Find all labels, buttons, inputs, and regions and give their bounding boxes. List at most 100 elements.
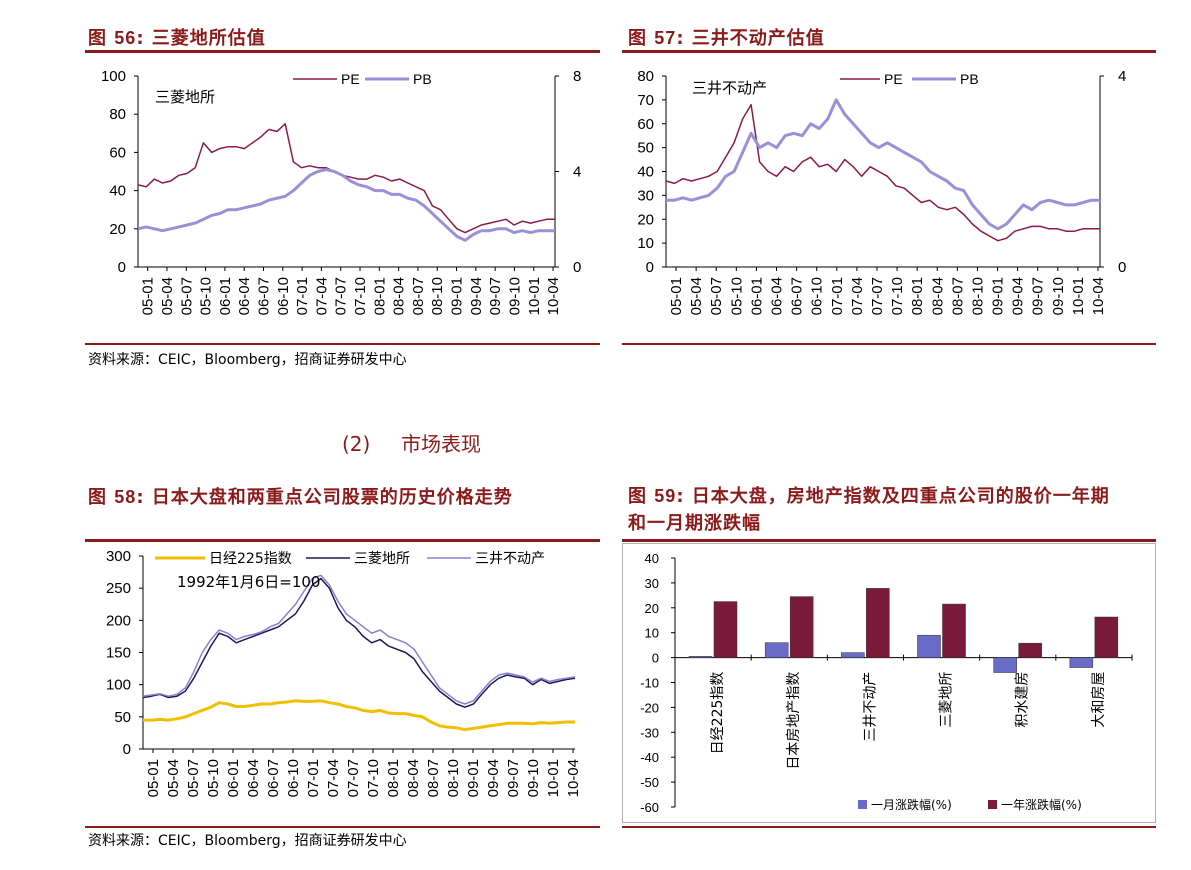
bar-year bbox=[1094, 616, 1119, 658]
figure-number: 59 bbox=[654, 486, 677, 506]
x-tick-label: 07-07 bbox=[333, 277, 350, 315]
y-tick-label: 80 bbox=[637, 68, 654, 85]
y-tick-label: 0 bbox=[118, 259, 126, 276]
x-tick-label: 06-01 bbox=[217, 277, 234, 315]
figure-number: 58 bbox=[114, 487, 137, 507]
y-tick-label: -40 bbox=[640, 750, 659, 765]
x-tick-label: 09-01 bbox=[449, 277, 466, 315]
x-tick-label: 08-10 bbox=[445, 759, 462, 797]
x-tick-label: 06-10 bbox=[275, 277, 292, 315]
bar-month bbox=[841, 652, 865, 658]
x-tick-label: 07-10 bbox=[365, 759, 382, 797]
series-line-2 bbox=[142, 577, 576, 708]
figure-56-top-rule bbox=[85, 50, 600, 53]
figure-colon: : bbox=[676, 28, 685, 49]
chart-annotation: 三菱地所 bbox=[155, 88, 215, 106]
figure-colon: : bbox=[136, 487, 145, 508]
figure-57-top-rule bbox=[622, 50, 1156, 53]
y-tick-label: -50 bbox=[640, 775, 659, 790]
x-tick-label: 05-07 bbox=[708, 277, 725, 315]
x-tick-label: 10-04 bbox=[565, 759, 582, 797]
source-note-top: 资料来源：CEIC，Bloomberg，招商证券研发中心 bbox=[88, 352, 407, 368]
x-tick-label: 09-04 bbox=[468, 277, 485, 315]
x-tick-label: 07-04 bbox=[849, 277, 866, 315]
y-tick-label: -20 bbox=[640, 700, 659, 715]
x-tick-label: 06-10 bbox=[285, 759, 302, 797]
category-label: 积水建房 bbox=[1015, 672, 1031, 728]
x-tick-label: 07-10 bbox=[889, 277, 906, 315]
legend-label: PB bbox=[413, 71, 432, 87]
legend-label: 一月涨跌幅(%) bbox=[871, 797, 952, 812]
y-tick-label: -30 bbox=[640, 725, 659, 740]
x-tick-label: 10-01 bbox=[526, 277, 543, 315]
x-tick-label: 05-01 bbox=[140, 277, 157, 315]
figure-59-top-rule bbox=[622, 539, 1156, 542]
series-line-1 bbox=[137, 123, 555, 234]
y-tick-label: -60 bbox=[640, 800, 659, 815]
series-line-1 bbox=[143, 699, 575, 732]
figure-57-bottom-rule bbox=[622, 343, 1156, 345]
y-tick-label: 10 bbox=[645, 626, 659, 641]
x-tick-label: 07-07 bbox=[869, 277, 886, 315]
x-tick-label: 09-10 bbox=[1050, 277, 1067, 315]
legend-label: PB bbox=[960, 71, 979, 87]
x-tick-label: 08-07 bbox=[949, 277, 966, 315]
x-tick-label: 08-04 bbox=[405, 759, 422, 797]
bar-month bbox=[688, 656, 713, 658]
figure-59-title: 图 59: 日本大盘，房地产指数及四重点公司的股价一年期 和一月期涨跌幅 bbox=[628, 483, 1110, 537]
x-tick-label: 05-10 bbox=[198, 277, 215, 315]
x-tick-label: 10-01 bbox=[545, 759, 562, 797]
y-tick-label: 10 bbox=[637, 235, 654, 252]
x-tick-label: 08-07 bbox=[425, 759, 442, 797]
legend-label: 日经225指数 bbox=[209, 551, 292, 567]
y-tick-label-right: 4 bbox=[1118, 68, 1126, 85]
source-note-bottom: 资料来源：CEIC，Bloomberg，招商证券研发中心 bbox=[88, 833, 407, 849]
x-tick-label: 08-01 bbox=[371, 277, 388, 315]
x-tick-label: 05-01 bbox=[145, 759, 162, 797]
bar-year bbox=[1018, 642, 1042, 658]
x-tick-label: 09-10 bbox=[525, 759, 542, 797]
y-tick-label: 60 bbox=[109, 144, 126, 161]
figure-label: 图 bbox=[628, 28, 647, 49]
chart-mitsubishi-estate-valuation: 0 20 40 60 80 100 0 4 8 05-01 05-04 05-07 05-10 06-01… bbox=[101, 68, 581, 315]
y-tick-label: 40 bbox=[645, 551, 659, 566]
x-tick-label: 08-10 bbox=[429, 277, 446, 315]
legend-swatch bbox=[858, 800, 867, 809]
y-tick-label: 150 bbox=[106, 645, 131, 662]
y-tick-label: 0 bbox=[646, 259, 654, 276]
x-tick-label: 05-04 bbox=[688, 277, 705, 315]
x-tick-label: 06-01 bbox=[748, 277, 765, 315]
figure-number: 56 bbox=[114, 28, 137, 48]
series-line-3 bbox=[142, 574, 576, 705]
legend-label: PE bbox=[341, 71, 360, 87]
x-tick-label: 08-01 bbox=[385, 759, 402, 797]
legend-label: 一年涨跌幅(%) bbox=[1001, 797, 1082, 812]
bar-month bbox=[1069, 657, 1094, 668]
y-tick-label-right: 8 bbox=[573, 68, 581, 85]
x-tick-label: 07-04 bbox=[325, 759, 342, 797]
y-tick-label: 100 bbox=[106, 677, 131, 694]
x-tick-label: 09-10 bbox=[506, 277, 523, 315]
series-line-1 bbox=[665, 103, 1100, 242]
y-tick-label: 200 bbox=[106, 612, 131, 629]
y-tick-label-right: 0 bbox=[1118, 259, 1126, 276]
chart-annotation: 1992年1月6日=100 bbox=[177, 573, 320, 591]
x-tick-label: 08-10 bbox=[969, 277, 986, 315]
x-tick-label: 07-04 bbox=[313, 277, 330, 315]
legend-swatch bbox=[988, 800, 997, 809]
figure-title-text-line2: 和一月期涨跌幅 bbox=[628, 513, 761, 534]
y-tick-label: 20 bbox=[645, 601, 659, 616]
figure-58-title: 图 58: 日本大盘和两重点公司股票的历史价格走势 bbox=[88, 483, 513, 509]
x-tick-label: 07-07 bbox=[345, 759, 362, 797]
x-tick-label: 09-04 bbox=[485, 759, 502, 797]
figure-56-bottom-rule bbox=[85, 343, 600, 345]
y-tick-label: 40 bbox=[637, 164, 654, 181]
x-tick-label: 05-10 bbox=[728, 277, 745, 315]
x-tick-label: 09-01 bbox=[465, 759, 482, 797]
figure-title-text: 三井不动产估值 bbox=[691, 28, 825, 49]
x-tick-label: 06-10 bbox=[809, 277, 826, 315]
x-tick-label: 06-04 bbox=[769, 277, 786, 315]
bar-year bbox=[713, 601, 738, 658]
section-number: (2) bbox=[342, 432, 371, 456]
